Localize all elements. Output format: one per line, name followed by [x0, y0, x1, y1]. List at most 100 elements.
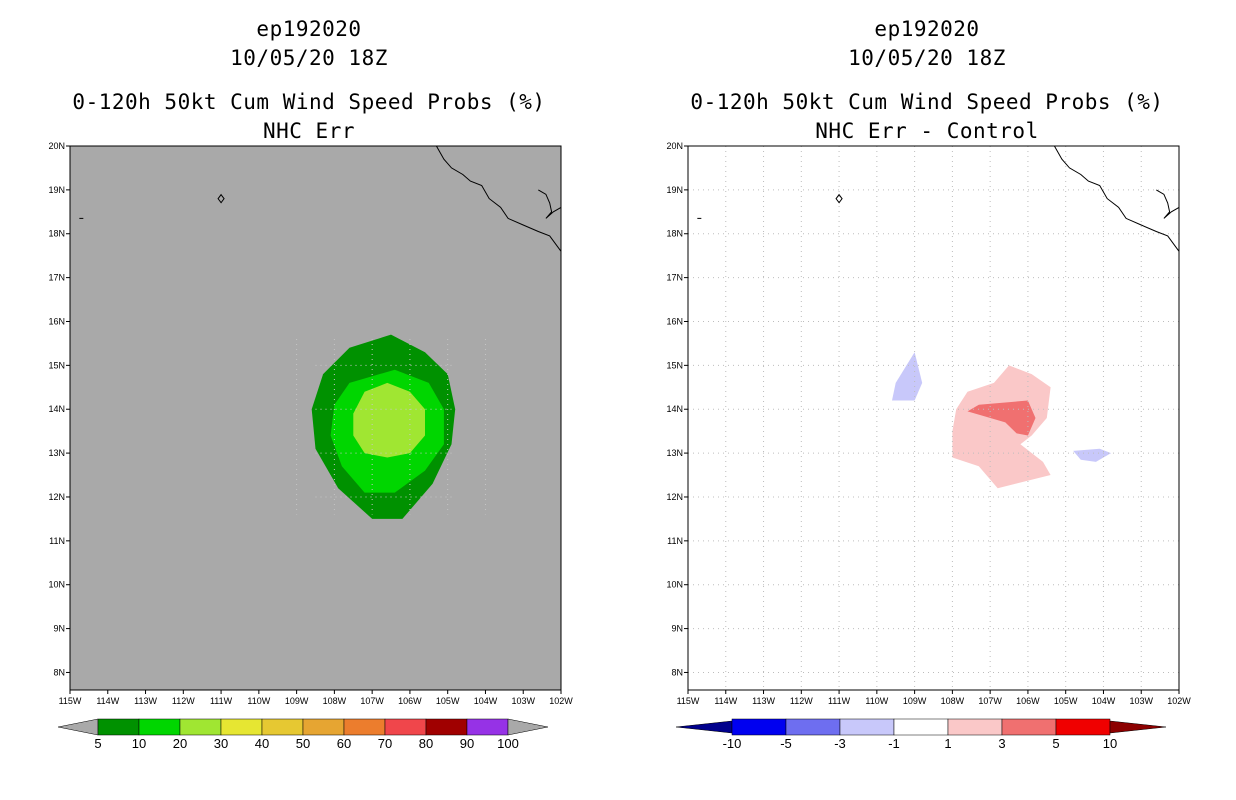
map-plot: 115W 114W 113W 112W 111W 110W 109W 108W 107W 106W…: [666, 141, 1191, 751]
colorbar-label: 1: [944, 736, 951, 751]
y-tick-label: 10N: [666, 580, 683, 590]
colorbar-label: -3: [834, 736, 846, 751]
y-tick-label: 9N: [671, 624, 683, 634]
colorbar-arrow-left: [675, 720, 733, 734]
x-tick-label: 102W: [1167, 696, 1191, 706]
colorbar-swatch: [425, 718, 468, 736]
colorbar-label: -10: [723, 736, 742, 751]
colorbar-label: 90: [460, 736, 474, 751]
colorbar-label: -1: [888, 736, 900, 751]
storm-id: ep192020: [256, 17, 362, 41]
x-tick-label: 112W: [172, 696, 195, 706]
colorbar-swatch: [947, 718, 1003, 736]
coastline: [435, 145, 562, 252]
colorbar-label: 10: [1103, 736, 1117, 751]
y-tick-label: 19N: [48, 185, 65, 195]
x-tick-label: 108W: [323, 696, 347, 706]
x-tick-label: 113W: [134, 696, 157, 706]
x-tick-label: 114W: [96, 696, 119, 706]
y-tick-label: 8N: [53, 667, 65, 677]
x-tick-label: 109W: [285, 696, 309, 706]
x-tick-label: 114W: [714, 696, 737, 706]
x-tick-label: 111W: [828, 696, 851, 706]
y-tick-label: 16N: [48, 316, 65, 326]
storm-id: ep192020: [874, 17, 980, 41]
y-tick-label: 8N: [671, 667, 683, 677]
y-tick-label: 18N: [666, 229, 683, 239]
colorbar-swatch: [343, 718, 386, 736]
y-tick-label: 18N: [48, 229, 65, 239]
x-tick-label: 102W: [549, 696, 573, 706]
y-tick-label: 10N: [48, 580, 65, 590]
colorbar-swatch: [466, 718, 509, 736]
y-tick-label: 17N: [48, 273, 65, 283]
x-tick-label: 115W: [59, 696, 82, 706]
colorbar-label: 50: [296, 736, 310, 751]
colorbar-label: 5: [1052, 736, 1059, 751]
x-tick-label: 104W: [474, 696, 498, 706]
colorbar-label: 10: [132, 736, 146, 751]
coastline: [1053, 145, 1180, 252]
x-tick-label: 105W: [1054, 696, 1078, 706]
y-tick-label: 20N: [666, 141, 683, 151]
datetime: 10/05/20 18Z: [848, 46, 1006, 70]
x-tick-label: 103W: [511, 696, 535, 706]
x-tick-label: 110W: [865, 696, 888, 706]
y-tick-label: 15N: [666, 360, 683, 370]
x-tick-label: 107W: [978, 696, 1002, 706]
plot-background: [688, 146, 1179, 690]
y-tick-label: 12N: [48, 492, 65, 502]
coastline-bay: [1156, 189, 1180, 219]
y-tick-label: 14N: [48, 404, 65, 414]
x-tick-label: 108W: [941, 696, 965, 706]
colorbar-label: 40: [255, 736, 269, 751]
x-tick-label: 109W: [903, 696, 927, 706]
y-tick-label: 16N: [666, 316, 683, 326]
colorbar-swatch: [731, 718, 787, 736]
x-tick-label: 103W: [1129, 696, 1153, 706]
chart-panel-left: ep192020 10/05/20 18Z 0-120h 50kt Cum Wi…: [48, 17, 573, 751]
chart-subtitle: NHC Err - Control: [815, 119, 1039, 143]
island: [217, 193, 225, 204]
colorbar-swatch: [893, 718, 949, 736]
colorbar-arrow-left: [57, 718, 99, 736]
x-tick-label: 107W: [360, 696, 384, 706]
y-tick-label: 17N: [666, 273, 683, 283]
colorbar-label: 30: [214, 736, 228, 751]
y-tick-label: 11N: [49, 536, 65, 546]
colorbar-label: 5: [94, 736, 101, 751]
colorbar-label: 80: [419, 736, 433, 751]
colorbar-arrow-right: [507, 718, 549, 736]
colorbar-swatch: [261, 718, 304, 736]
plot-frame: [687, 145, 1180, 691]
colorbar-swatch: [839, 718, 895, 736]
colorbar-label: 3: [998, 736, 1005, 751]
island: [835, 193, 843, 204]
y-tick-label: 15N: [48, 360, 65, 370]
colorbar-label: 20: [173, 736, 187, 751]
x-tick-label: 106W: [1016, 696, 1040, 706]
x-tick-label: 113W: [752, 696, 775, 706]
colorbar-swatch: [97, 718, 140, 736]
x-tick-label: 105W: [436, 696, 460, 706]
colorbar-label: 70: [378, 736, 392, 751]
colorbar-swatch: [384, 718, 427, 736]
chart-subtitle: NHC Err: [262, 119, 355, 143]
contour-20-30-2: [353, 382, 425, 458]
colorbar-swatch: [1001, 718, 1057, 736]
x-tick-label: 104W: [1092, 696, 1116, 706]
colorbar-swatch: [1055, 718, 1111, 736]
colorbar-label: 100: [497, 736, 519, 751]
chart-panel-right: ep192020 10/05/20 18Z 0-120h 50kt Cum Wi…: [618, 0, 1236, 800]
x-tick-label: 115W: [677, 696, 700, 706]
y-tick-label: 20N: [48, 141, 65, 151]
colorbar-label: -5: [780, 736, 792, 751]
chart-title: 0-120h 50kt Cum Wind Speed Probs (%): [72, 90, 546, 114]
contour-1to3-2: [952, 365, 1051, 489]
y-tick-label: 19N: [666, 185, 683, 195]
x-tick-label: 110W: [247, 696, 270, 706]
x-tick-label: 111W: [210, 696, 233, 706]
chart-title: 0-120h 50kt Cum Wind Speed Probs (%): [690, 90, 1164, 114]
colorbar-swatch: [220, 718, 263, 736]
colorbar-swatch: [138, 718, 181, 736]
